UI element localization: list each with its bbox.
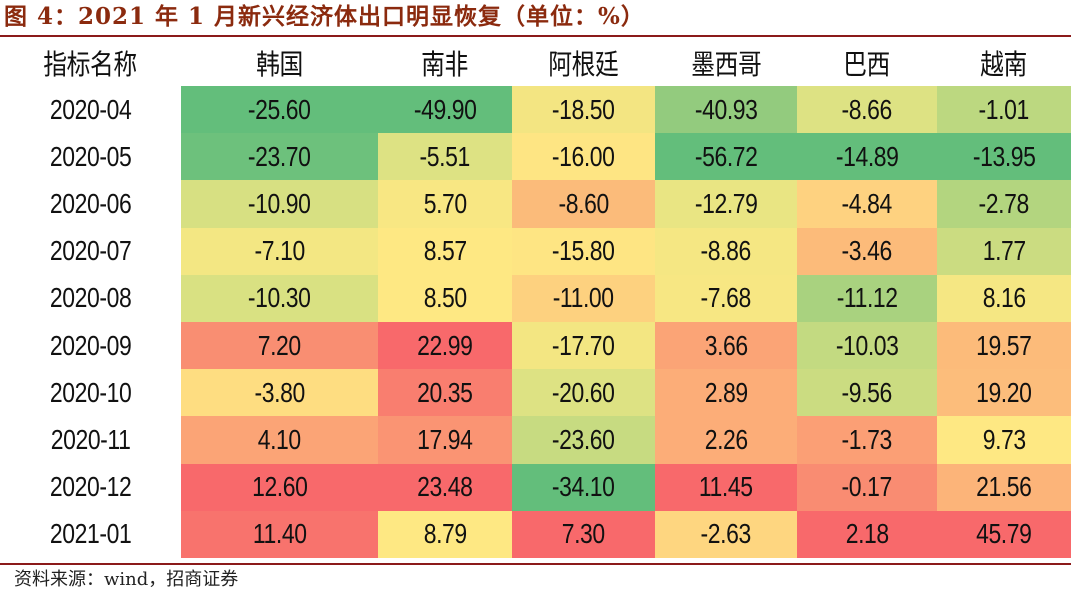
cell-mexico: -7.68	[655, 274, 797, 322]
cell-argentina: -18.50	[512, 86, 655, 134]
cell-mexico: -12.79	[655, 180, 797, 228]
row-date-label: 2020-06	[49, 187, 132, 219]
cell-mexico: -40.93	[655, 86, 797, 134]
cell-mexico: 2.26	[655, 416, 797, 464]
cell-korea: -10.90	[181, 180, 378, 228]
cell-brazil: -8.66	[797, 86, 937, 134]
row-date-label: 2020-08	[49, 282, 132, 314]
cell-south-africa: 5.70	[378, 180, 512, 228]
table-row: 2021-01 11.40 8.79 7.30 -2.63 2.18 45.79	[0, 510, 1071, 558]
cell-korea: 4.10	[181, 416, 378, 464]
cell-mexico: -8.86	[655, 227, 797, 275]
header-label: 指标名称	[43, 48, 138, 81]
cell-vietnam: 8.16	[937, 274, 1071, 322]
figure-title: 图 4：2021 年 1 月新兴经济体出口明显恢复（单位：%）	[4, 3, 645, 30]
cell-argentina: -8.60	[512, 180, 655, 228]
table-row: 2020-09 7.20 22.99 -17.70 3.66 -10.03 19.57	[0, 322, 1071, 370]
cell-korea: 7.20	[181, 322, 378, 370]
cell-vietnam: 19.57	[937, 322, 1071, 370]
cell-mexico: 3.66	[655, 322, 797, 370]
cell-vietnam: 21.56	[937, 463, 1071, 511]
cell-brazil: -4.84	[797, 180, 937, 228]
cell-brazil: -3.46	[797, 227, 937, 275]
row-date-label: 2020-04	[49, 93, 132, 125]
cell-south-africa: -49.90	[378, 86, 512, 134]
row-date-label: 2020-09	[49, 329, 132, 361]
cell-korea: 12.60	[181, 463, 378, 511]
cell-brazil: -1.73	[797, 416, 937, 464]
cell-korea: -10.30	[181, 274, 378, 322]
table-row: 2020-07 -7.10 8.57 -15.80 -8.86 -3.46 1.77	[0, 227, 1071, 275]
cell-mexico: -2.63	[655, 510, 797, 558]
cell-mexico: 2.89	[655, 369, 797, 417]
row-date-label: 2020-12	[49, 471, 132, 503]
table-row: 2020-06 -10.90 5.70 -8.60 -12.79 -4.84 -2.78	[0, 180, 1071, 228]
header-vietnam: 越南	[980, 48, 1028, 81]
cell-brazil: -11.12	[797, 274, 937, 322]
cell-mexico: -56.72	[655, 133, 797, 181]
row-date-label: 2021-01	[49, 518, 132, 550]
cell-korea: -25.60	[181, 86, 378, 134]
row-date-label: 2020-10	[49, 376, 132, 408]
cell-korea: -23.70	[181, 133, 378, 181]
row-date-label: 2020-05	[49, 140, 132, 172]
table-row: 2020-08 -10.30 8.50 -11.00 -7.68 -11.12 8.16	[0, 274, 1071, 322]
cell-argentina: -17.70	[512, 322, 655, 370]
cell-brazil: -14.89	[797, 133, 937, 181]
row-date-label: 2020-11	[50, 423, 131, 455]
cell-argentina: -23.60	[512, 416, 655, 464]
bottom-rule	[0, 563, 1071, 565]
header-korea: 韩国	[256, 48, 303, 81]
cell-south-africa: 22.99	[378, 322, 512, 370]
cell-argentina: -34.10	[512, 463, 655, 511]
cell-south-africa: -5.51	[378, 133, 512, 181]
cell-argentina: -16.00	[512, 133, 655, 181]
cell-vietnam: 45.79	[937, 510, 1071, 558]
table-row: 2020-12 12.60 23.48 -34.10 11.45 -0.17 21.56	[0, 463, 1071, 511]
cell-korea: 11.40	[181, 510, 378, 558]
header-row: 指标名称 韩国 南非 阿根廷 墨西哥 巴西 越南	[0, 40, 1071, 86]
cell-vietnam: -2.78	[937, 180, 1071, 228]
cell-korea: -3.80	[181, 369, 378, 417]
cell-south-africa: 23.48	[378, 463, 512, 511]
table-row: 2020-04 -25.60 -49.90 -18.50 -40.93 -8.66 -1.0…	[0, 86, 1071, 134]
cell-argentina: -15.80	[512, 227, 655, 275]
cell-korea: -7.10	[181, 227, 378, 275]
cell-vietnam: -13.95	[937, 133, 1071, 181]
row-date-label: 2020-07	[49, 235, 132, 267]
cell-vietnam: -1.01	[937, 86, 1071, 134]
cell-mexico: 11.45	[655, 463, 797, 511]
source-note: 资料来源：wind，招商证券	[14, 569, 239, 590]
cell-south-africa: 8.79	[378, 510, 512, 558]
cell-south-africa: 17.94	[378, 416, 512, 464]
cell-brazil: -0.17	[797, 463, 937, 511]
cell-brazil: -9.56	[797, 369, 937, 417]
cell-argentina: -11.00	[512, 274, 655, 322]
table-row: 2020-11 4.10 17.94 -23.60 2.26 -1.73 9.73	[0, 416, 1071, 464]
table-row: 2020-05 -23.70 -5.51 -16.00 -56.72 -14.89 -13.…	[0, 133, 1071, 181]
cell-brazil: -10.03	[797, 322, 937, 370]
cell-south-africa: 8.50	[378, 274, 512, 322]
cell-vietnam: 9.73	[937, 416, 1071, 464]
cell-south-africa: 8.57	[378, 227, 512, 275]
header-brazil: 巴西	[843, 48, 891, 81]
header-south-africa: 南非	[421, 48, 469, 81]
header-argentina: 阿根廷	[548, 48, 619, 81]
cell-argentina: -20.60	[512, 369, 655, 417]
cell-argentina: 7.30	[512, 510, 655, 558]
cell-south-africa: 20.35	[378, 369, 512, 417]
cell-brazil: 2.18	[797, 510, 937, 558]
table-row: 2020-10 -3.80 20.35 -20.60 2.89 -9.56 19.20	[0, 369, 1071, 417]
top-rule	[0, 35, 1071, 37]
header-mexico: 墨西哥	[690, 48, 762, 81]
cell-vietnam: 1.77	[937, 227, 1071, 275]
cell-vietnam: 19.20	[937, 369, 1071, 417]
